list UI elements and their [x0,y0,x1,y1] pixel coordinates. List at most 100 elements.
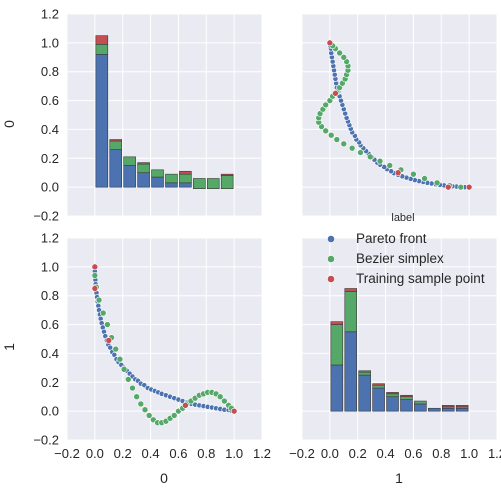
scatter-point-bezier [216,393,224,401]
row-label-1: 1 [1,343,17,351]
legend-marker-pareto [327,235,335,243]
scatter-point-bezier [91,272,99,279]
x-tick-label: 1.2 [253,446,271,461]
hist-bar [358,371,371,376]
scatter-point-training [230,407,238,415]
panel-0-0: −0.2 0.0 0.2 0.4 0.6 0.8 1.0 1.2 [33,7,263,224]
y-tick-label: 1.2 [41,7,59,22]
hist-bar [109,140,123,150]
hist-bar [179,182,192,188]
x-tick-label: 1.2 [488,446,501,461]
x-tick-label: 0.4 [377,446,395,461]
scatter-point-bezier [141,406,149,414]
hist-bar [330,324,344,366]
y-tick-label: 0.2 [41,151,59,166]
scatter-point-training [91,263,99,271]
x-tick-label: 0.0 [86,446,104,461]
x-tick-label: 0.2 [349,446,367,461]
panel-1-0: −0.2 0.0 0.2 0.4 0.6 0.8 1.0 1.2 −0.2 0.0 0.2 0.4 0.… [33,231,271,462]
y-tick-label: −0.2 [33,209,59,224]
hist-bar [95,43,109,55]
legend-marker-bezier [327,255,335,263]
scatter-point-bezier [137,400,145,408]
scatter-point-bezier [322,101,329,109]
hist-bar [330,364,344,412]
scatter-point-bezier [327,131,335,139]
scatter-point-training [444,183,452,191]
panel-1-1: −0.2 0.0 0.2 0.4 0.6 0.8 1.0 1.2 [289,237,501,461]
hist-bar [179,173,192,184]
x-tick-label: 0.0 [321,446,339,461]
scatter-point-bezier [120,365,128,373]
x-tick-label: −0.2 [54,446,80,461]
hist-bar [137,162,150,165]
hist-bar [344,288,358,292]
scatter-point-bezier [386,162,394,169]
scatter-point-bezier [457,183,465,191]
hist-bar [344,291,358,333]
row-label-0: 0 [1,120,17,128]
hist-bar [372,387,385,412]
x-tick-label: 0.2 [114,446,132,461]
scatter-point-bezier [340,140,348,148]
y-tick-label: 0.6 [41,317,59,332]
scatter-point-training [326,39,334,47]
hist-bar [441,407,455,412]
hist-bar [358,374,371,412]
x-tick-label: 0.8 [197,446,215,461]
x-tick-label: −0.2 [289,446,315,461]
hist-bar [400,396,413,400]
scatter-point-bezier [322,127,329,135]
scatter-point-bezier [170,412,178,419]
hist-bar [193,178,206,189]
hist-bar [372,384,385,389]
scatter-point-training [332,90,339,97]
y-tick-label: 0.2 [41,375,59,390]
col-label-1: 1 [395,470,403,486]
hist-bar [455,405,469,408]
hist-bar [441,405,455,408]
legend-title: label [391,212,414,224]
hist-bar [358,370,371,373]
y-tick-label: 1.2 [41,231,59,246]
scatter-point-bezier [366,153,374,161]
col-label-0: 0 [160,470,168,486]
hist-bar [428,407,441,412]
hist-bar [123,156,136,166]
hist-bar [330,321,344,325]
hist-bar [386,396,399,412]
hist-bar [137,172,150,188]
scatter-point-bezier [433,179,441,187]
scatter-point-bezier [112,345,120,353]
scatter-point-bezier [124,376,132,383]
scatter-point-training [105,337,113,344]
hist-bar [344,331,358,412]
scatter-point-bezier [145,412,153,419]
hist-bar [165,173,178,184]
hist-bar [414,400,427,405]
scatter-point-bezier [410,170,417,178]
scatter-point-bezier [333,136,341,143]
panel-0-1 [301,13,498,217]
hist-bar [179,170,192,175]
y-tick-label: 1.0 [41,259,59,274]
hist-bar [220,175,234,189]
hist-bar [95,35,109,45]
scatter-point-bezier [104,321,111,328]
hist-bar [109,139,123,142]
y-tick-label: −0.2 [33,433,59,448]
y-tick-label: 0.8 [41,288,59,303]
scatter-point-bezier [129,384,136,392]
scatter-point-bezier [133,393,140,401]
x-tick-label: 0.6 [404,446,422,461]
y-tick-label: 0.6 [41,93,59,108]
hist-bar [414,403,427,412]
hist-bar [151,169,164,178]
x-tick-label: 0.8 [432,446,450,461]
y-tick-label: 0.0 [41,180,59,195]
scatter-point-bezier [376,157,384,165]
y-tick-label: 0.0 [41,404,59,419]
x-tick-label: 0.4 [142,446,160,461]
hist-bar [165,182,178,188]
